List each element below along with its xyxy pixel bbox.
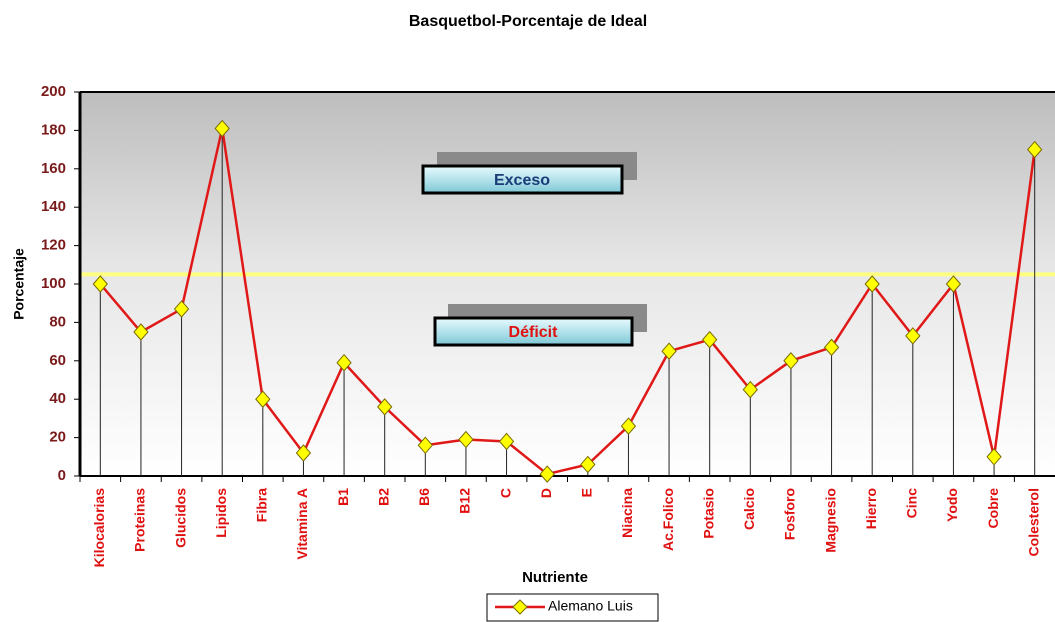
annotation-box	[433, 316, 634, 347]
x-tick-label: Cobre	[985, 488, 1001, 529]
series-line	[99, 128, 1036, 476]
annotations: Exceso Déficit	[421, 152, 647, 347]
annotation: Exceso	[494, 172, 550, 189]
y-tick-label: 140	[41, 198, 66, 215]
marker	[377, 398, 393, 416]
legend-label: Alemano Luis	[548, 598, 633, 614]
x-tick-label: Kilocalorias	[91, 488, 107, 568]
marker	[945, 275, 962, 293]
chart-title: Basquetbol-Porcentaje de Ideal	[409, 13, 647, 30]
y-tick-label: 80	[49, 313, 66, 330]
x-tick-label: Colesterol	[1025, 488, 1041, 556]
marker	[173, 300, 190, 318]
x-tick-label: Fosforo	[782, 488, 798, 540]
marker	[92, 275, 108, 293]
x-tick-label: Yodo	[944, 488, 960, 522]
x-tick-label: Ac.Folico	[660, 488, 676, 551]
annotation-box	[421, 164, 624, 195]
marker	[458, 430, 474, 449]
y-tick-label: 40	[49, 390, 66, 407]
marker	[295, 444, 312, 462]
x-tick-label: Cinc	[904, 488, 920, 519]
y-tick-label: 60	[49, 352, 66, 369]
x-tick-label: C	[497, 488, 513, 498]
x-tick-label: E	[579, 488, 595, 497]
y-tick-label: 120	[41, 237, 66, 254]
marker	[214, 119, 230, 138]
marker	[620, 417, 637, 435]
marker	[498, 432, 515, 451]
marker	[133, 323, 149, 341]
marker	[905, 327, 921, 345]
marker	[580, 455, 596, 474]
x-tick-label: B2	[375, 488, 391, 506]
marker	[336, 353, 352, 372]
y-tick-label: 0	[58, 467, 66, 484]
x-tick-label: D	[538, 488, 554, 498]
x-tick-label: Calcio	[741, 488, 757, 530]
x-tick-label: B6	[416, 488, 432, 506]
x-tick-label: Magnesio	[822, 488, 838, 553]
marker	[864, 275, 880, 293]
marker	[742, 380, 758, 399]
y-tick-label: 20	[49, 429, 66, 446]
x-axis-title: Nutriente	[522, 569, 588, 586]
x-tick-label: Hierro	[863, 488, 879, 529]
x-tick-label: B12	[457, 488, 473, 514]
y-tick-label: 180	[41, 121, 66, 138]
annotation: Déficit	[509, 324, 559, 341]
legend-marker	[512, 599, 528, 615]
x-tick-label: Proteinas	[132, 488, 148, 552]
x-tick-label: Potasio	[700, 488, 716, 539]
x-tick-label: Fibra	[254, 488, 270, 522]
marker	[255, 390, 271, 408]
marker	[661, 342, 677, 360]
marker	[783, 352, 799, 370]
y-tick-label: 160	[41, 160, 66, 177]
x-tick-label: Lipidos	[213, 488, 229, 538]
marker	[702, 330, 718, 349]
marker	[417, 436, 433, 455]
marker	[823, 338, 840, 357]
x-tick-label: Glucidos	[172, 488, 188, 548]
y-tick-label: 100	[41, 275, 66, 292]
y-axis-title: Porcentaje	[11, 248, 27, 320]
marker	[986, 448, 1002, 466]
x-tick-label: Niacina	[619, 488, 635, 538]
y-tick-label: 200	[41, 83, 66, 100]
x-tick-label: Vitamina A	[294, 488, 310, 560]
x-tick-label: B1	[335, 488, 351, 506]
marker	[1027, 140, 1043, 159]
marker	[539, 465, 555, 483]
